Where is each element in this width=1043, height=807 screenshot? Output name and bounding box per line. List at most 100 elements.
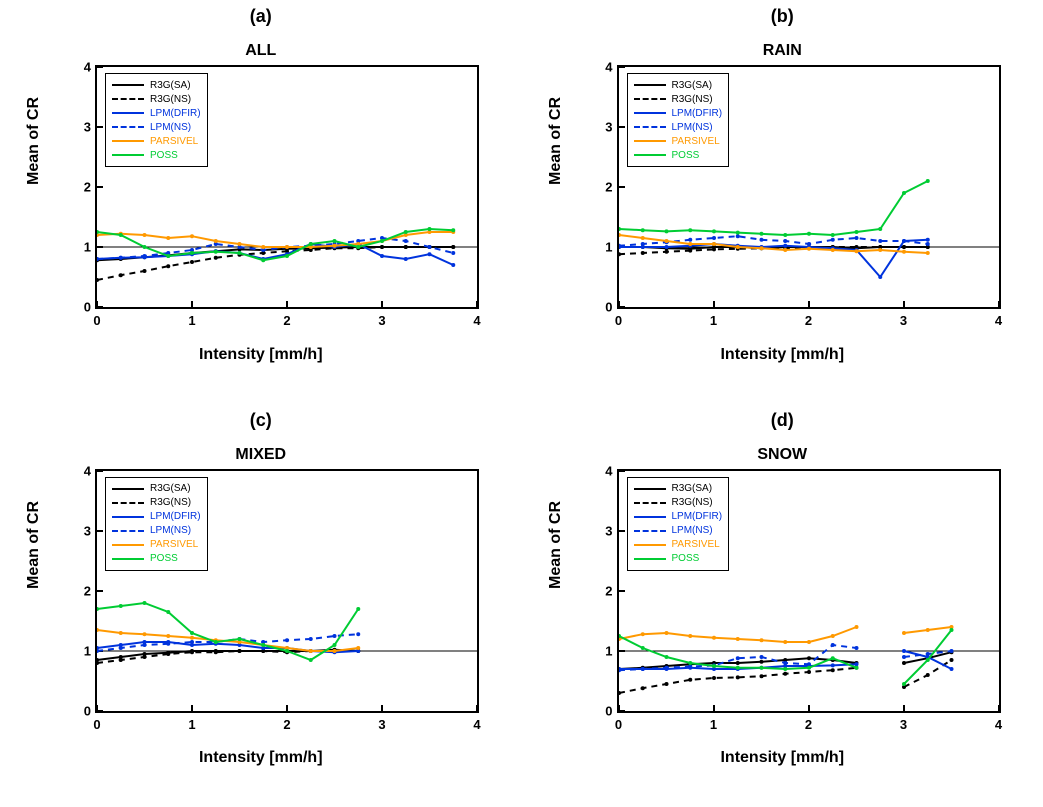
marker-r3g_ns: [97, 661, 99, 665]
y-axis-label: Mean of CR: [25, 97, 43, 185]
legend-item-poss: POSS: [634, 148, 723, 162]
marker-poss: [664, 229, 668, 233]
marker-poss: [261, 643, 265, 647]
y-tick: 0: [605, 703, 612, 718]
marker-poss: [428, 227, 432, 231]
marker-parsivel: [619, 233, 621, 237]
legend-label: LPM(DFIR): [672, 511, 723, 522]
marker-r3g_ns: [759, 674, 763, 678]
marker-parsivel: [190, 635, 194, 639]
marker-lpm_ns: [735, 656, 739, 660]
legend-swatch: [112, 558, 144, 560]
marker-lpm_dfir: [664, 245, 668, 249]
legend-item-r3g_sa: R3G(SA): [634, 482, 723, 496]
legend-swatch: [634, 516, 666, 518]
marker-lpm_ns: [759, 238, 763, 242]
marker-r3g_sa: [735, 661, 739, 665]
x-tick: 0: [93, 717, 100, 732]
y-axis-label: Mean of CR: [547, 501, 565, 589]
x-tick: 3: [378, 717, 385, 732]
marker-poss: [640, 228, 644, 232]
marker-lpm_ns: [97, 649, 99, 653]
marker-lpm_ns: [759, 655, 763, 659]
x-tick: 1: [188, 313, 195, 328]
y-tick: 2: [84, 583, 91, 598]
marker-parsivel: [902, 631, 906, 635]
marker-poss: [759, 232, 763, 236]
marker-lpm_ns: [404, 239, 408, 243]
marker-parsivel: [97, 628, 99, 632]
legend: R3G(SA)R3G(NS)LPM(DFIR)LPM(NS)PARSIVELPO…: [627, 477, 730, 571]
marker-lpm_ns: [640, 242, 644, 246]
legend-swatch: [112, 84, 144, 86]
marker-poss: [190, 631, 194, 635]
marker-parsivel: [333, 244, 337, 248]
legend-label: LPM(NS): [150, 122, 191, 133]
y-tick: 4: [84, 60, 91, 75]
legend-item-r3g_sa: R3G(SA): [634, 78, 723, 92]
marker-lpm_dfir: [830, 663, 834, 667]
panel-b: (b)RAINMean of CRIntensity [mm/h]0123401…: [522, 0, 1043, 404]
marker-poss: [97, 607, 99, 611]
y-axis-label: Mean of CR: [547, 97, 565, 185]
marker-lpm_ns: [902, 239, 906, 243]
marker-r3g_sa: [902, 661, 906, 665]
panel-d: (d)SNOWMean of CRIntensity [mm/h]0123401…: [522, 404, 1043, 807]
series-r3g_ns: [97, 651, 358, 663]
x-tick: 4: [473, 717, 480, 732]
y-tick: 2: [605, 180, 612, 195]
marker-r3g_ns: [783, 671, 787, 675]
marker-lpm_ns: [143, 643, 147, 647]
marker-r3g_ns: [214, 650, 218, 654]
legend: R3G(SA)R3G(NS)LPM(DFIR)LPM(NS)PARSIVELPO…: [105, 477, 208, 571]
y-tick: 4: [84, 463, 91, 478]
marker-poss: [878, 227, 882, 231]
marker-parsivel: [688, 634, 692, 638]
marker-lpm_ns: [451, 251, 455, 255]
x-tick: 2: [283, 717, 290, 732]
series-lpm_dfir: [619, 240, 928, 277]
legend-swatch: [634, 488, 666, 490]
y-tick: 1: [605, 240, 612, 255]
legend-swatch: [112, 98, 144, 100]
y-tick: 3: [84, 120, 91, 135]
marker-lpm_ns: [854, 236, 858, 240]
legend-swatch: [112, 544, 144, 546]
x-tick: 0: [615, 717, 622, 732]
legend-label: R3G(NS): [150, 497, 191, 508]
marker-parsivel: [261, 245, 265, 249]
marker-lpm_ns: [949, 649, 953, 653]
marker-lpm_ns: [735, 234, 739, 238]
marker-parsivel: [640, 632, 644, 636]
marker-poss: [712, 229, 716, 233]
marker-lpm_dfir: [451, 263, 455, 267]
marker-poss: [97, 230, 99, 234]
legend-label: POSS: [150, 150, 178, 161]
legend-label: POSS: [672, 150, 700, 161]
plot-area: 0123401234R3G(SA)R3G(NS)LPM(DFIR)LPM(NS)…: [617, 65, 1001, 309]
panel-letter: (b): [771, 6, 794, 27]
marker-r3g_ns: [664, 682, 668, 686]
marker-lpm_dfir: [902, 649, 906, 653]
marker-poss: [166, 254, 170, 258]
legend-item-parsivel: PARSIVEL: [634, 134, 723, 148]
legend-swatch: [112, 516, 144, 518]
legend-item-r3g_ns: R3G(NS): [634, 92, 723, 106]
legend-swatch: [634, 126, 666, 128]
marker-r3g_sa: [759, 659, 763, 663]
marker-parsivel: [878, 248, 882, 252]
marker-lpm_ns: [830, 238, 834, 242]
legend-item-lpm_dfir: LPM(DFIR): [634, 510, 723, 524]
legend-swatch: [634, 544, 666, 546]
legend-item-parsivel: PARSIVEL: [112, 134, 201, 148]
marker-parsivel: [285, 245, 289, 249]
marker-r3g_ns: [830, 668, 834, 672]
legend-label: LPM(DFIR): [150, 108, 201, 119]
y-axis-label: Mean of CR: [25, 501, 43, 589]
marker-poss: [356, 245, 360, 249]
plot-area: 0123401234R3G(SA)R3G(NS)LPM(DFIR)LPM(NS)…: [617, 469, 1001, 713]
x-tick: 4: [995, 717, 1002, 732]
marker-r3g_ns: [214, 256, 218, 260]
marker-lpm_ns: [878, 239, 882, 243]
marker-lpm_dfir: [404, 257, 408, 261]
